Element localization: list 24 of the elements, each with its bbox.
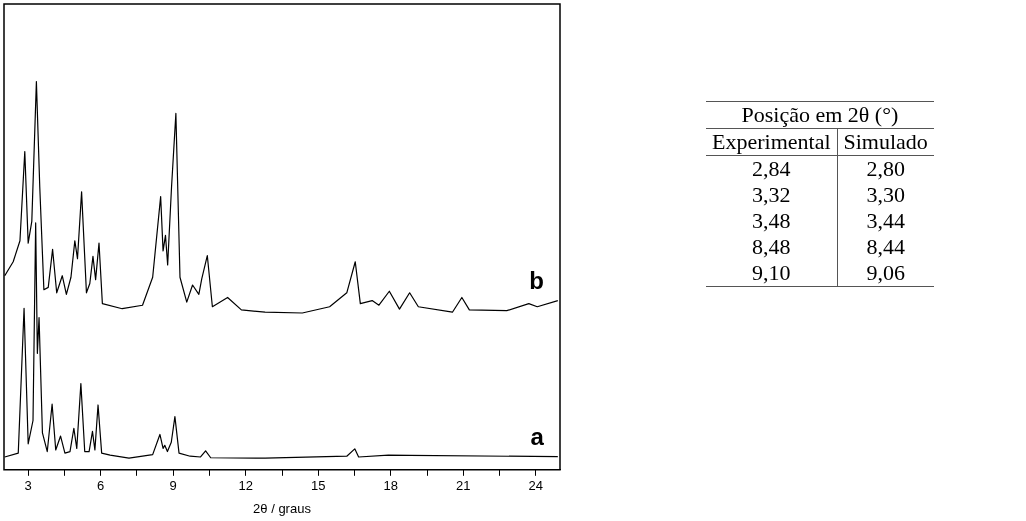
text: 9,06 [837,260,934,287]
x-tick-label: 3 [24,478,32,494]
x-tick-label: 6 [97,478,105,494]
x-tick-label: 9 [169,478,177,494]
x-tick-label: 18 [383,478,399,494]
text: 3,32 [751,182,792,208]
text: 3,44 [837,208,934,234]
category-label: Experimental [706,128,838,156]
x-tick-label: 15 [311,478,326,494]
text: Posição em 2θ (°) [706,101,934,129]
text: 3,30 [837,182,934,208]
text: 8,44 [837,234,934,260]
x-tick-label: 24 [528,478,544,494]
x-axis-title: 2θ / graus [253,500,312,516]
text: 8,48 [751,234,792,260]
text: 9,10 [751,260,792,287]
series-label: b [529,267,544,295]
category-label: Simulado [837,128,934,156]
series-label: a [530,423,545,451]
text: 2,84 [751,155,792,182]
text: 2,80 [837,155,934,182]
x-tick-label: 12 [238,478,253,494]
text: 3,48 [751,208,792,234]
x-tick-label: 21 [456,478,471,494]
